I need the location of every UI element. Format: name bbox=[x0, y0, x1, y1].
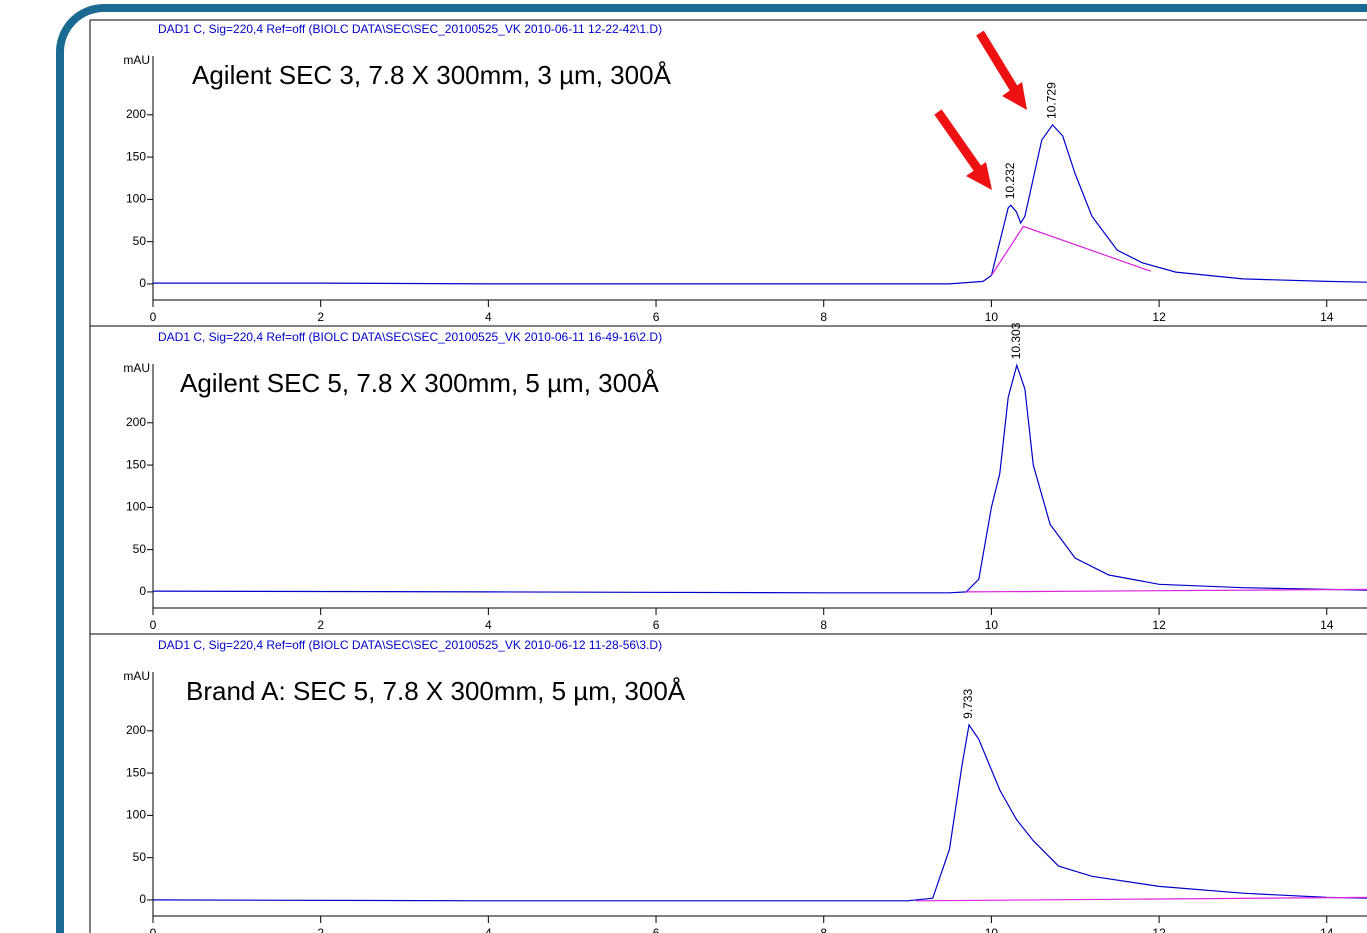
x-tick-label: 4 bbox=[485, 310, 492, 324]
peak-label: 9.733 bbox=[961, 689, 975, 719]
y-tick-label: 50 bbox=[133, 542, 147, 556]
y-tick-label: 100 bbox=[126, 808, 146, 822]
panel-title: Brand A: SEC 5, 7.8 X 300mm, 5 µm, 300Å bbox=[186, 676, 686, 706]
y-tick-label: 100 bbox=[126, 192, 146, 206]
panel-header: DAD1 C, Sig=220,4 Ref=off (BIOLC DATA\SE… bbox=[158, 638, 662, 652]
x-tick-label: 12 bbox=[1152, 618, 1166, 632]
signal-line bbox=[152, 723, 1367, 902]
x-tick-label: 8 bbox=[820, 926, 827, 933]
arrow-shaft bbox=[934, 109, 984, 175]
y-tick-label: 200 bbox=[126, 723, 146, 737]
panel-header: DAD1 C, Sig=220,4 Ref=off (BIOLC DATA\SE… bbox=[158, 330, 662, 344]
x-tick-label: 6 bbox=[653, 618, 660, 632]
x-tick-label: 12 bbox=[1152, 926, 1166, 933]
x-tick-label: 14 bbox=[1320, 926, 1334, 933]
x-tick-label: 2 bbox=[317, 926, 324, 933]
baseline-line bbox=[915, 896, 1367, 902]
y-tick-label: 50 bbox=[133, 850, 147, 864]
frame bbox=[56, 3, 1367, 933]
x-tick-label: 12 bbox=[1152, 310, 1166, 324]
y-tick-label: 150 bbox=[126, 149, 146, 163]
panel-header: DAD1 C, Sig=220,4 Ref=off (BIOLC DATA\SE… bbox=[158, 22, 662, 36]
x-tick-label: 10 bbox=[985, 310, 999, 324]
x-tick-label: 8 bbox=[820, 310, 827, 324]
y-tick-label: 100 bbox=[126, 500, 146, 514]
y-axis-label: mAU bbox=[123, 53, 150, 67]
x-tick-label: 2 bbox=[317, 310, 324, 324]
x-tick-label: 4 bbox=[485, 618, 492, 632]
x-tick-label: 8 bbox=[820, 618, 827, 632]
baseline-line bbox=[990, 225, 1151, 276]
peak-label: 10.232 bbox=[1003, 162, 1017, 199]
x-tick-label: 10 bbox=[985, 618, 999, 632]
x-tick-label: 14 bbox=[1320, 310, 1334, 324]
x-tick-label: 4 bbox=[485, 926, 492, 933]
y-tick-label: 0 bbox=[139, 276, 146, 290]
baseline-line bbox=[966, 588, 1367, 593]
x-tick-label: 0 bbox=[150, 926, 157, 933]
y-tick-label: 200 bbox=[126, 415, 146, 429]
x-tick-label: 2 bbox=[317, 618, 324, 632]
x-tick-label: 6 bbox=[653, 310, 660, 324]
arrow-shaft bbox=[976, 30, 1020, 95]
y-axis-label: mAU bbox=[123, 669, 150, 683]
y-tick-label: 150 bbox=[126, 457, 146, 471]
peak-label: 10.729 bbox=[1045, 82, 1059, 119]
panel-title: Agilent SEC 3, 7.8 X 300mm, 3 µm, 300Å bbox=[192, 60, 672, 90]
x-tick-label: 0 bbox=[150, 310, 157, 324]
arrow-head bbox=[1002, 82, 1027, 110]
y-tick-label: 200 bbox=[126, 107, 146, 121]
signal-line bbox=[152, 363, 1367, 594]
arrows bbox=[934, 30, 1027, 190]
peak-label: 10.303 bbox=[1009, 322, 1023, 359]
panel-title: Agilent SEC 5, 7.8 X 300mm, 5 µm, 300Å bbox=[180, 368, 660, 398]
x-tick-label: 14 bbox=[1320, 618, 1334, 632]
signal-line bbox=[153, 123, 1367, 285]
arrow-head bbox=[966, 162, 992, 190]
x-tick-label: 10 bbox=[985, 926, 999, 933]
x-tick-label: 0 bbox=[150, 618, 157, 632]
y-axis-label: mAU bbox=[123, 361, 150, 375]
y-tick-label: 150 bbox=[126, 765, 146, 779]
x-tick-label: 6 bbox=[653, 926, 660, 933]
y-tick-label: 0 bbox=[139, 892, 146, 906]
y-tick-label: 0 bbox=[139, 584, 146, 598]
y-tick-label: 50 bbox=[133, 234, 147, 248]
